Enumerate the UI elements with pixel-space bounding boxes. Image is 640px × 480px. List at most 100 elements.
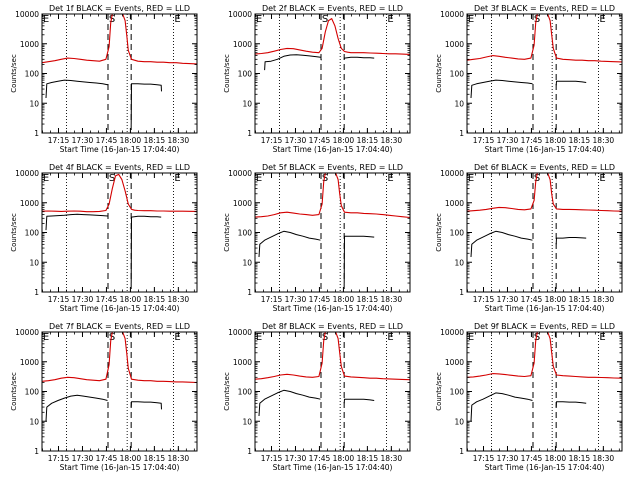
x-tick-label: 17:30 [285,295,307,304]
y-tick-label: 100 [238,388,253,397]
x-axis-label: Start Time (16-Jan-15 17:04:40) [273,463,393,472]
lld-series-line [467,14,622,63]
panel-title: Det 6f BLACK = Events, RED = LLD [474,163,615,172]
interval-marker-label: S [322,173,328,184]
x-tick-label: 18:00 [120,136,142,145]
y-tick-label: 10 [454,417,464,426]
x-tick-label: 17:45 [309,295,331,304]
x-tick-label: 18:30 [593,295,615,304]
x-tick-label: 18:00 [333,454,355,463]
y-tick-label: 1 [459,447,464,456]
x-tick-label: 18:15 [144,136,166,145]
y-axis-label: Counts/sec [435,54,443,93]
events-series-line [320,59,322,61]
y-tick-label: 10000 [440,328,464,337]
interval-marker-label: E [599,14,605,25]
x-tick-label: 18:00 [120,295,142,304]
x-tick-label: 18:30 [168,295,190,304]
x-tick-label: 18:15 [357,136,379,145]
y-tick-label: 1 [459,288,464,297]
panel-data [42,173,197,284]
y-tick-label: 10 [242,99,252,108]
y-tick-label: 10 [242,417,252,426]
y-axis-label: Counts/sec [223,372,231,411]
interval-marker-label: E [43,332,49,343]
y-tick-label: 1000 [233,358,252,367]
events-series-line [264,54,321,71]
interval-marker-label: S [534,173,540,184]
panel-data [467,14,622,99]
x-tick-label: 18:30 [168,136,190,145]
interval-marker-label: E [43,173,49,184]
interval-marker-label: S [109,14,115,25]
interval-marker-label: S [109,173,115,184]
events-series-line [130,215,162,284]
interval-marker-label: E [174,173,180,184]
interval-marker-label: S [534,14,540,25]
x-tick-label: 18:15 [569,454,591,463]
x-axis-label: Start Time (16-Jan-15 17:04:40) [273,304,393,313]
y-tick-label: 1 [459,129,464,138]
x-tick-label: 17:30 [497,454,519,463]
y-axis-label: Counts/sec [435,213,443,252]
events-series-line [130,401,162,410]
x-tick-label: 18:00 [545,454,567,463]
y-tick-label: 10000 [15,169,39,178]
x-tick-label: 17:15 [48,295,70,304]
interval-marker-label: E [599,332,605,343]
y-tick-label: 1 [34,447,39,456]
x-tick-label: 18:00 [333,136,355,145]
interval-marker-label: E [256,14,262,25]
x-axis-label: Start Time (16-Jan-15 17:04:40) [60,145,180,154]
x-tick-label: 18:15 [144,295,166,304]
y-tick-label: 1 [34,129,39,138]
x-tick-label: 17:45 [96,454,118,463]
interval-marker-label: E [468,173,474,184]
x-axis-label: Start Time (16-Jan-15 17:04:40) [60,463,180,472]
events-series-line [470,392,533,422]
x-tick-label: 17:45 [96,136,118,145]
x-tick-label: 17:45 [309,136,331,145]
lld-series-line [42,14,197,65]
y-tick-label: 1000 [20,358,39,367]
x-tick-label: 17:15 [473,295,495,304]
x-tick-label: 17:15 [261,136,283,145]
events-series-line [555,237,587,245]
panel-data [255,173,410,284]
x-tick-label: 17:30 [285,454,307,463]
y-axis-label: Counts/sec [10,54,18,93]
interval-marker-label: E [387,173,393,184]
y-tick-label: 100 [450,388,465,397]
panel-data [467,332,622,422]
panel-data [42,332,197,422]
y-tick-label: 10000 [15,328,39,337]
panel-title: Det 9f BLACK = Events, RED = LLD [474,322,615,331]
panel-data [255,332,410,417]
events-series-line [45,213,108,231]
y-tick-label: 10 [454,99,464,108]
x-tick-label: 17:45 [309,454,331,463]
events-series-line [130,83,162,125]
y-tick-label: 10 [29,99,39,108]
x-tick-label: 18:30 [381,454,403,463]
y-axis-label: Counts/sec [223,54,231,93]
panel-title: Det 2f BLACK = Events, RED = LLD [262,4,403,13]
x-axis-label: Start Time (16-Jan-15 17:04:40) [273,145,393,154]
y-tick-label: 1000 [445,358,464,367]
x-tick-label: 17:15 [48,454,70,463]
y-tick-label: 1000 [233,40,252,49]
y-tick-label: 100 [25,70,40,79]
interval-marker-label: S [322,14,328,25]
interval-marker-label: E [387,332,393,343]
x-tick-label: 17:15 [261,454,283,463]
y-axis-label: Counts/sec [435,372,443,411]
x-axis-label: Start Time (16-Jan-15 17:04:40) [485,145,605,154]
events-series-line [470,230,533,258]
x-tick-label: 18:15 [357,295,379,304]
